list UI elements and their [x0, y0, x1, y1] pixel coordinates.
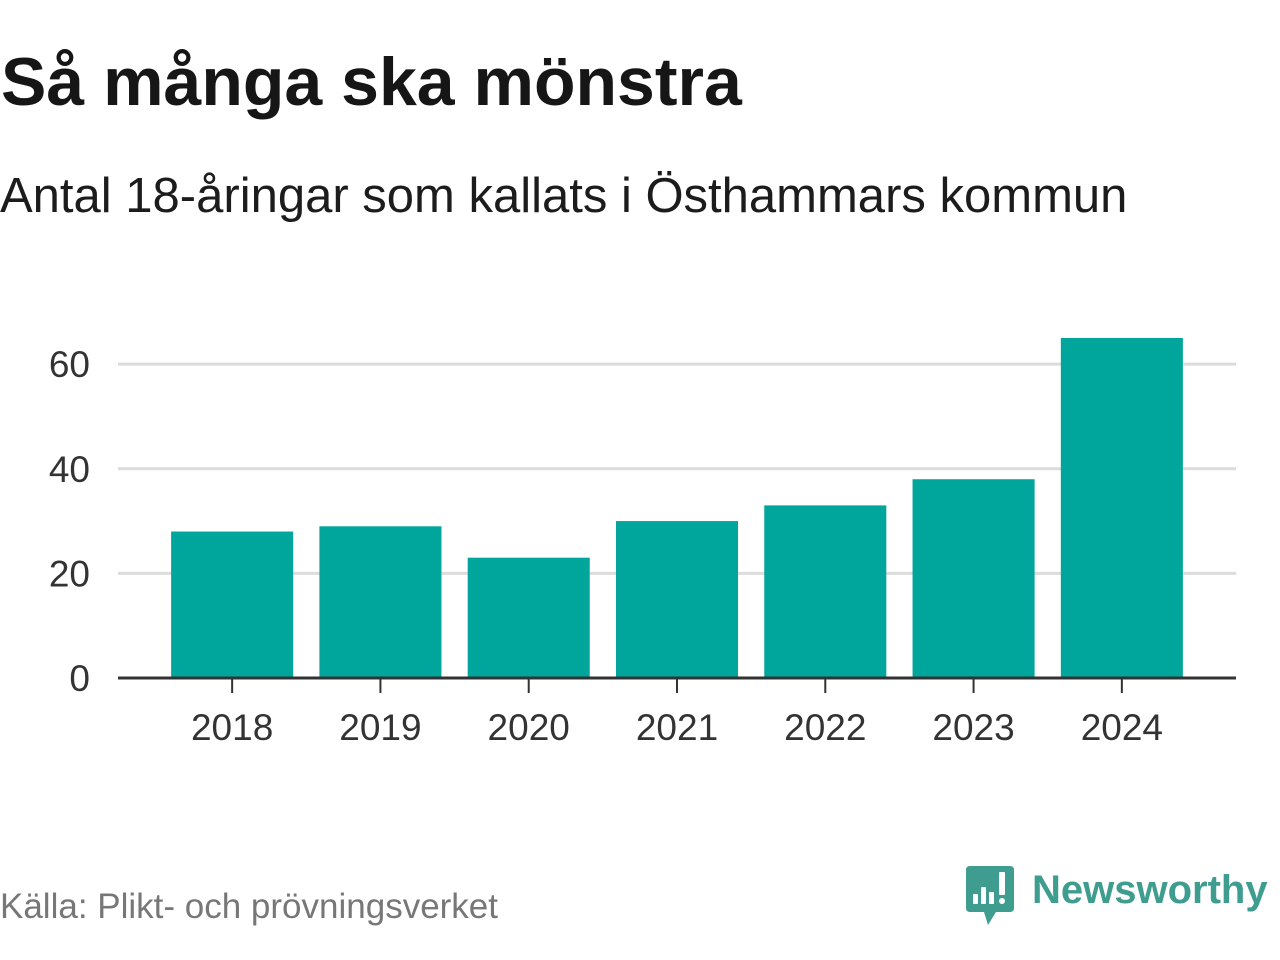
- y-tick-label-40: 40: [49, 449, 90, 490]
- logo-bar-1: [973, 894, 978, 904]
- x-tick-label-2018: 2018: [191, 707, 273, 748]
- chart-title: Så många ska mönstra: [1, 44, 743, 120]
- x-tick-label-2024: 2024: [1081, 707, 1163, 748]
- logo-bar-2: [981, 887, 986, 904]
- y-tick-label-0: 0: [69, 658, 90, 699]
- bar-series: [171, 338, 1183, 678]
- x-tick-label-2023: 2023: [932, 707, 1014, 748]
- bar-2024: [1060, 338, 1183, 678]
- y-tick-label-60: 60: [49, 344, 90, 385]
- x-tick-label-2019: 2019: [339, 707, 421, 748]
- y-axis-labels: 0 20 40 60: [49, 344, 90, 699]
- x-tick-label-2021: 2021: [636, 707, 718, 748]
- bar-2021: [615, 521, 739, 678]
- bar-2023: [912, 479, 1035, 678]
- logo-bar-4: [999, 872, 1005, 895]
- x-axis-labels: 2018 2019 2020 2021 2022 2023 2024: [191, 707, 1163, 748]
- x-tick-label-2020: 2020: [488, 707, 570, 748]
- bar-2022: [764, 505, 887, 678]
- brand-name: Newsworthy: [1032, 868, 1268, 912]
- x-axis: [118, 676, 1236, 693]
- logo-bar-3: [989, 892, 994, 904]
- chart-subtitle: Antal 18-åringar som kallats i Östhammar…: [0, 169, 1127, 223]
- bar-2018: [171, 531, 294, 678]
- source-note: Källa: Plikt- och prövningsverket: [0, 887, 498, 926]
- bar-2020: [467, 557, 590, 678]
- bar-2019: [319, 526, 442, 678]
- y-tick-label-20: 20: [49, 553, 90, 594]
- newsworthy-logo-icon: [966, 866, 1014, 925]
- x-tick-label-2022: 2022: [784, 707, 866, 748]
- logo-dot: [999, 898, 1005, 904]
